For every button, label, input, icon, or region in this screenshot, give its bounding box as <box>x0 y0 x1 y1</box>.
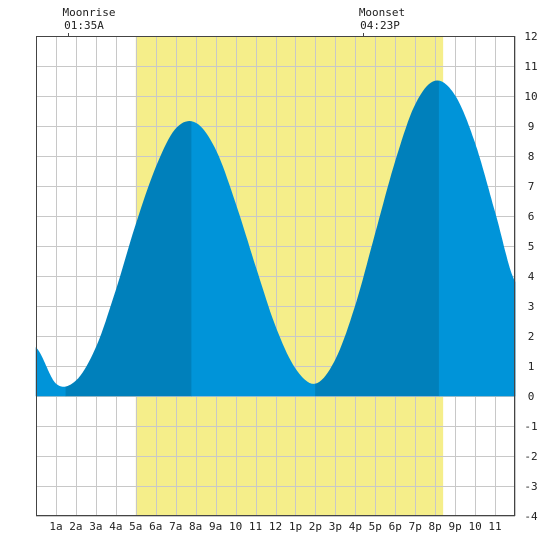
y-tick-label: -3 <box>524 480 537 493</box>
x-tick-label: 2p <box>309 520 322 533</box>
x-tick-label: 11 <box>488 520 501 533</box>
x-tick-label: 10 <box>468 520 481 533</box>
x-tick-label: 7p <box>409 520 422 533</box>
tide-area-falling <box>35 347 67 397</box>
tide-layer <box>35 80 516 397</box>
x-tick-label: 9a <box>209 520 222 533</box>
moonset-label: Moonset <box>359 6 405 19</box>
x-tick-label: 3a <box>89 520 102 533</box>
x-tick-label: 8p <box>429 520 442 533</box>
tide-area-falling <box>191 121 316 397</box>
x-tick-label: 11 <box>249 520 262 533</box>
moonset-time: 04:23P <box>360 19 400 32</box>
x-tick-label: 8a <box>189 520 202 533</box>
x-tick-label: 7a <box>169 520 182 533</box>
y-tick-label: 1 <box>528 360 535 373</box>
moonrise-time: 01:35A <box>64 19 104 32</box>
y-tick-label: -4 <box>524 510 538 523</box>
y-tick-label: -1 <box>524 420 537 433</box>
y-tick-label: 9 <box>528 120 535 133</box>
y-tick-label: 2 <box>528 330 535 343</box>
x-tick-label: 5a <box>129 520 142 533</box>
y-tick-label: 11 <box>524 60 537 73</box>
y-tick-label: 10 <box>524 90 537 103</box>
plot-border <box>36 36 515 516</box>
y-tick-label: 6 <box>528 210 535 223</box>
tide-area-rising <box>315 80 440 397</box>
x-tick-label: 2a <box>69 520 82 533</box>
x-tick-label: 1p <box>289 520 302 533</box>
moonrise-label: Moonrise <box>63 6 116 19</box>
x-tick-label: 6p <box>389 520 402 533</box>
x-tick-label: 4p <box>349 520 362 533</box>
x-tick-label: 3p <box>329 520 342 533</box>
x-tick-label: 12 <box>269 520 282 533</box>
x-tick-label: 4a <box>109 520 122 533</box>
x-tick-label: 9p <box>449 520 462 533</box>
y-tick-label: 3 <box>528 300 535 313</box>
axes-layer: 1a 2a 3a 4a 5a 6a 7a 8a 9a 10 11 12 1p 2p 3p 4p 5p 6p 7p 8p… <box>36 30 538 533</box>
y-tick-label: 12 <box>524 30 537 43</box>
y-tick-label: -2 <box>524 450 537 463</box>
y-tick-label: 0 <box>528 390 535 403</box>
tide-area-rising <box>65 120 192 397</box>
x-tick-label: 5p <box>369 520 382 533</box>
y-tick-label: 4 <box>528 270 535 283</box>
y-tick-label: 7 <box>528 180 535 193</box>
x-tick-label: 10 <box>229 520 242 533</box>
tide-area-falling <box>438 80 516 397</box>
x-tick-label: 1a <box>49 520 62 533</box>
y-tick-label: 5 <box>528 240 535 253</box>
y-tick-label: 8 <box>528 150 535 163</box>
x-tick-label: 6a <box>149 520 162 533</box>
